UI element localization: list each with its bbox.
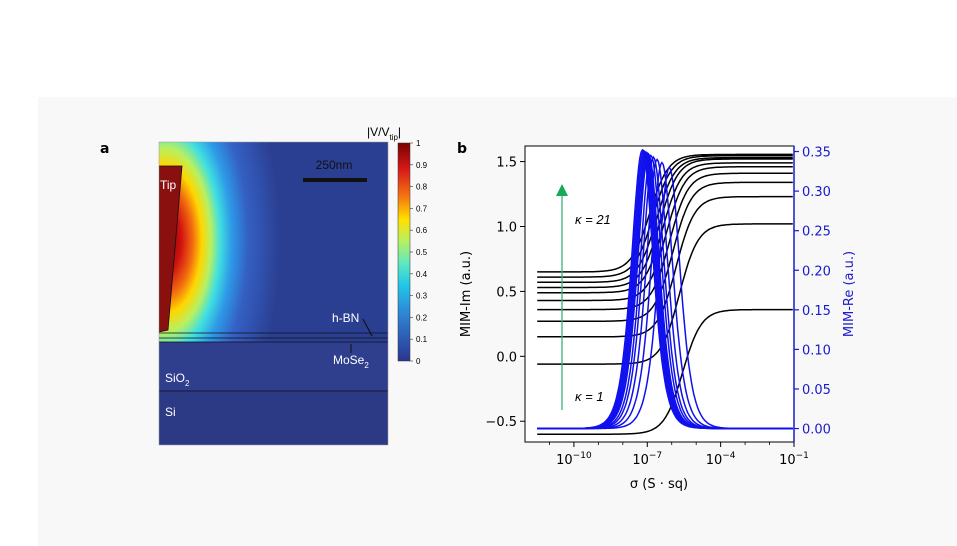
left-y-axis-label: MIM-Im (a.u.) — [459, 251, 474, 337]
si-label: Si — [165, 405, 176, 419]
right-y-tick-label: 0.20 — [802, 264, 831, 279]
colorbar-tick-label: 0.9 — [416, 161, 428, 170]
plot-area — [524, 145, 795, 443]
left-y-axis: 1.5 1.0 0.5 0.0 −0.5 — [485, 156, 525, 430]
field-map-border — [158, 141, 389, 446]
left-y-tick-label: −0.5 — [485, 415, 517, 430]
colorbar-tick-label: 0.4 — [416, 270, 428, 279]
colorbar-tick-label: 0.1 — [416, 335, 428, 344]
mim-im-line — [537, 166, 793, 302]
colorbar-tick-label: 0.2 — [416, 313, 428, 322]
tip-label: Tip — [160, 178, 177, 192]
x-tick-label: 10−10 — [556, 451, 592, 468]
kappa-bottom-label: κ = 1 — [575, 389, 604, 404]
right-y-tick-label: 0.15 — [802, 304, 831, 319]
right-y-axis-label: MIM-Re (a.u.) — [842, 251, 857, 337]
left-y-tick-label: 0.5 — [496, 285, 517, 300]
left-y-tick-label: 1.5 — [496, 156, 517, 171]
colorbar-title: |V/Vtip| — [367, 125, 401, 142]
mim-im-line — [537, 172, 793, 311]
colorbar-tick-label: 0.6 — [416, 226, 428, 235]
right-y-tick-label: 0.35 — [802, 146, 831, 161]
kappa-arrow-head — [556, 184, 568, 196]
right-y-tick-label: 0.05 — [802, 383, 831, 398]
field-map — [159, 142, 388, 445]
kappa-arrow — [556, 184, 568, 410]
x-tick-label: 10−7 — [632, 451, 662, 468]
colorbar-tick-label: 1 — [416, 139, 421, 148]
hbn-pointer — [362, 318, 373, 337]
mim-im-line — [537, 308, 793, 435]
left-y-tick-label: 1.0 — [496, 220, 517, 235]
right-y-axis: 0.35 0.30 0.25 0.20 0.15 0.10 0.05 0.00 — [793, 146, 831, 442]
colorbar-tick-label: 0 — [416, 357, 421, 366]
kappa-top-label: κ = 21 — [575, 212, 611, 227]
right-y-tick-label: 0.25 — [802, 225, 831, 240]
mim-re-line — [537, 148, 793, 430]
x-axis-label: σ (S · sq) — [630, 477, 688, 492]
colorbar — [397, 142, 411, 362]
hbn-label: h-BN — [332, 311, 359, 325]
mim-im-line — [537, 158, 793, 289]
scalebar-label: 250nm — [316, 158, 353, 172]
colorbar-tick-label: 0.8 — [416, 183, 428, 192]
sio2-label: SiO2 — [165, 371, 190, 388]
right-y-tick-label: 0.30 — [802, 185, 831, 200]
mose2-label: MoSe2 — [333, 353, 369, 370]
x-tick-label: 10−4 — [706, 451, 736, 468]
x-axis: 10−10 10−7 10−4 10−1 — [549, 442, 809, 468]
panel-b-label: b — [457, 141, 467, 157]
x-tick-label: 10−1 — [779, 451, 809, 468]
tip-shape — [159, 165, 183, 333]
panel-a-label: a — [100, 141, 109, 157]
colorbar-ticks: 1 0.9 0.8 0.7 0.6 0.5 0.4 0.3 0.2 0.1 0 — [410, 139, 428, 366]
colorbar-tick-label: 0.5 — [416, 248, 428, 257]
left-y-tick-label: 0.0 — [496, 350, 517, 365]
colorbar-tick-label: 0.7 — [416, 204, 428, 213]
right-y-tick-label: 0.00 — [802, 423, 831, 438]
colorbar-tick-label: 0.3 — [416, 292, 428, 301]
right-y-tick-label: 0.10 — [802, 343, 831, 358]
mim-re-series — [537, 148, 793, 430]
